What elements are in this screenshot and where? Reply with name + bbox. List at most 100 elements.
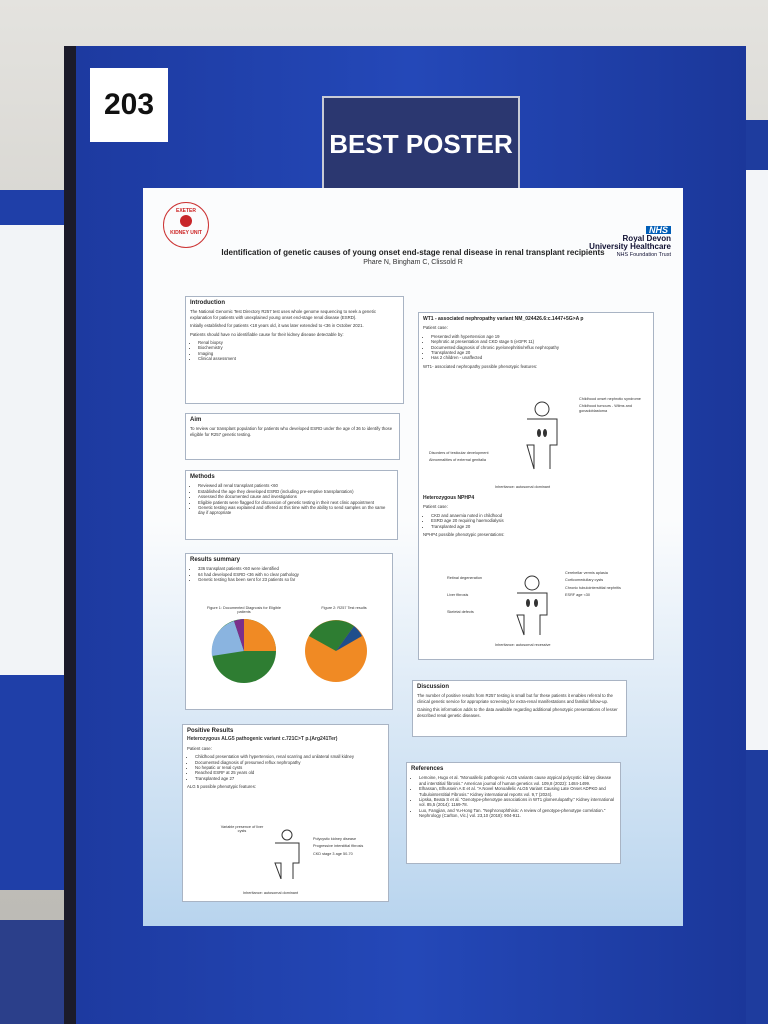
org: Royal Devon xyxy=(622,234,671,243)
list-item: Transplanted age 20 xyxy=(431,524,649,529)
list: Renal biopsyBiochemistryImagingClinical … xyxy=(190,340,399,362)
list-item: Established the age they developed ESRD … xyxy=(198,489,393,494)
neighbor-poster xyxy=(0,225,72,675)
list-item: Skeletal defects xyxy=(447,610,474,614)
text: ALG 5 possible phenotypic features: xyxy=(187,784,257,790)
list-item: Childhood tumours - Wilms and gonadoblas… xyxy=(579,404,632,413)
text: WT1- associated nephropathy possible phe… xyxy=(423,363,538,369)
list: 336 transplant patients <60 were identif… xyxy=(190,566,388,582)
logo: EXETER KIDNEY UNIT xyxy=(163,202,209,248)
list-item: Polycystic kidney disease xyxy=(313,837,357,841)
list-item: Documented diagnosis of chronic pyelonep… xyxy=(431,345,649,350)
list: Reviewed all renal transplant patients <… xyxy=(190,483,393,515)
heading: Results summary xyxy=(190,557,241,563)
poster: EXETER KIDNEY UNIT NHS Royal Devon Universi… xyxy=(143,188,683,926)
heading: Positive Results xyxy=(187,728,234,734)
list-item: Corticomedullary cysts xyxy=(565,578,604,583)
body-figure xyxy=(526,401,558,470)
trust: NHS Foundation Trust xyxy=(616,252,671,258)
section: References Lemoine, Hugo et al. "Monoall… xyxy=(406,762,621,864)
list-item: Progressive interstitial fibrosis xyxy=(313,844,364,849)
list-item: CKD stage 3 age 50-70 xyxy=(313,851,353,856)
text: Gaining this information adds to the dat… xyxy=(417,707,618,718)
heading: Introduction xyxy=(190,300,225,306)
list-item: Documented diagnosis of presumed reflux … xyxy=(195,760,384,765)
list-item: Reached ESRF at 25 years old xyxy=(195,770,384,775)
heading: Discussion xyxy=(417,684,450,690)
org: University Healthcare xyxy=(589,242,671,251)
heading: Methods xyxy=(190,474,215,480)
text: Patient case: xyxy=(423,504,448,510)
list-item: ESRD age 20 requiring haemodialysis xyxy=(431,518,649,523)
list: CKD and anaemia noted in childhoodESRD a… xyxy=(423,513,649,529)
list-item: Luo, Fangjian, and Yu-Hong Tan. "Nephron… xyxy=(419,808,616,819)
heading: Aim xyxy=(190,417,202,423)
list: Childhood presentation with hypertension… xyxy=(187,754,384,781)
pie-figures xyxy=(211,619,367,683)
list-item: Childhood onset nephrotic syndrome xyxy=(579,397,641,401)
list-item: Cerebellar vermis aplasia xyxy=(565,571,608,575)
text: The National Genomic Test Directory R257… xyxy=(190,309,376,320)
caption: Figure 2: R257 Test results xyxy=(321,606,367,610)
list-item: Transplanted age 20 xyxy=(431,350,649,355)
list-item: Genetic testing has been sent for 23 pat… xyxy=(198,577,388,582)
list-item: 336 transplant patients <60 were identif… xyxy=(198,566,388,571)
list-item: 64 had developed ESRD <36 with no clear … xyxy=(198,572,388,577)
list-item: ESRF age <30 xyxy=(565,593,591,598)
text: Patient case: xyxy=(423,325,448,331)
list-item: Lemoine, Hugo et al. "Monoallelic pathog… xyxy=(419,775,616,786)
list-item: Assessed the documented cause and invest… xyxy=(198,494,393,499)
feature-label: Variable presence of liver cysts xyxy=(220,825,264,834)
feature-list: Disorders of testicular development Abnor… xyxy=(429,451,519,466)
text: NPHP4 possible phenotypic presentations: xyxy=(423,532,505,538)
body-figure xyxy=(516,575,548,636)
logo-text: KIDNEY UNIT xyxy=(170,230,202,236)
list-item: Imaging xyxy=(198,351,399,356)
heading: References xyxy=(411,766,444,772)
inheritance: Inheritance: autosomal recessive xyxy=(495,643,551,647)
kidney-icon xyxy=(180,215,192,227)
list-item: Disorders of testicular development xyxy=(429,451,489,455)
list-item: Elhassan, Elhussein A E et al. "A Novel … xyxy=(419,786,616,797)
heading: WT1 - associated nephropathy variant NM_… xyxy=(423,316,584,322)
section: Positive Results Heterozygous ALG5 patho… xyxy=(182,724,389,902)
list-item: Liver fibrosis xyxy=(447,593,469,597)
text: Patient case: xyxy=(187,745,212,751)
list-item: Childhood presentation with hypertension… xyxy=(195,754,384,759)
heading: Heterozygous NPHP4 xyxy=(423,495,475,501)
text: Initially established for patients <18 y… xyxy=(190,323,364,329)
feature-list: Polycystic kidney disease Progressive int… xyxy=(313,837,388,859)
section: Aim To review our transplant population … xyxy=(185,413,400,460)
section: Results summary 336 transplant patients … xyxy=(185,553,393,710)
list-item: Nephrotic at presentation and CKD stage … xyxy=(431,339,649,344)
list-item: Lipska, Beata S et al. "Genotype-phenoty… xyxy=(419,797,616,808)
section: Methods Reviewed all renal transplant pa… xyxy=(185,470,398,540)
feature-list: Cerebellar vermis aplasia Corticomedullar… xyxy=(565,571,645,601)
number-card: 203 xyxy=(90,68,168,142)
list-item: Presented with hypertension age 19 xyxy=(431,334,649,339)
list-item: Renal biopsy xyxy=(198,340,399,345)
text: The number of positive results from R257… xyxy=(417,693,613,704)
section: Discussion The number of positive result… xyxy=(412,680,627,737)
list-item: Retinal degeneration xyxy=(447,576,483,580)
text: To review our transplant population for … xyxy=(190,426,393,437)
body-figure xyxy=(274,829,300,879)
section: Introduction The National Genomic Test D… xyxy=(185,296,404,404)
list-item: Eligible patients were flagged for discu… xyxy=(198,500,393,505)
list-item: Transplanted age 27 xyxy=(195,776,384,781)
text: Patients should have no identifiable cau… xyxy=(190,331,344,337)
caption: Figure 1: Documented Diagnosis for Eligi… xyxy=(206,606,282,615)
list: Presented with hypertension age 19Nephro… xyxy=(423,334,649,361)
list-item: Has 2 children - unaffected xyxy=(431,355,649,360)
list-item: No hepatic or renal cysts xyxy=(195,765,384,770)
list-item: Biochemistry xyxy=(198,345,399,350)
logo-text: EXETER xyxy=(175,208,196,214)
inheritance: Inheritance: autosomal dominant xyxy=(495,485,551,489)
list-item: Clinical assessment xyxy=(198,356,399,361)
poster-title: Identification of genetic causes of youn… xyxy=(221,248,605,257)
list-item: Abnormalities of external genitalia xyxy=(429,458,486,463)
award-plaque: BEST POSTER xyxy=(322,96,520,192)
nhs-logo: NHS Royal Devon University Healthcare NHS F… xyxy=(589,226,671,259)
section: WT1 - associated nephropathy variant NM_… xyxy=(418,312,654,660)
